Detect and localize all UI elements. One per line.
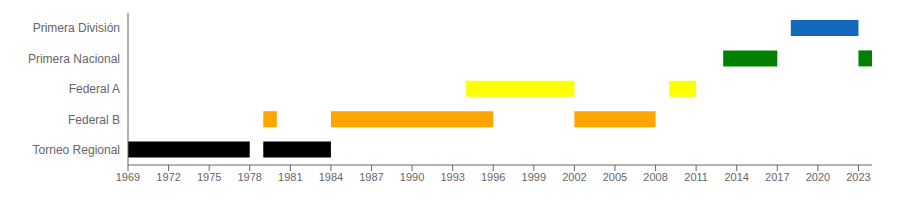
svg-text:1987: 1987	[359, 171, 383, 183]
svg-text:1990: 1990	[400, 171, 424, 183]
svg-text:2020: 2020	[806, 171, 830, 183]
svg-text:2017: 2017	[765, 171, 789, 183]
svg-text:1969: 1969	[116, 171, 140, 183]
svg-text:1993: 1993	[440, 171, 464, 183]
svg-text:Torneo Regional: Torneo Regional	[33, 143, 120, 157]
svg-text:Primera División: Primera División	[33, 21, 120, 35]
svg-text:2005: 2005	[603, 171, 627, 183]
svg-text:2002: 2002	[562, 171, 586, 183]
svg-text:Primera Nacional: Primera Nacional	[28, 52, 120, 66]
svg-text:1984: 1984	[319, 171, 343, 183]
svg-text:2008: 2008	[643, 171, 667, 183]
svg-text:1978: 1978	[238, 171, 262, 183]
svg-text:Federal A: Federal A	[69, 82, 120, 96]
svg-text:1999: 1999	[522, 171, 546, 183]
svg-text:1981: 1981	[278, 171, 302, 183]
svg-text:2011: 2011	[684, 171, 708, 183]
svg-text:2023: 2023	[846, 171, 870, 183]
svg-text:1975: 1975	[197, 171, 221, 183]
svg-text:2014: 2014	[724, 171, 748, 183]
svg-text:1996: 1996	[481, 171, 505, 183]
svg-text:1972: 1972	[156, 171, 180, 183]
svg-text:Federal B: Federal B	[68, 113, 120, 127]
